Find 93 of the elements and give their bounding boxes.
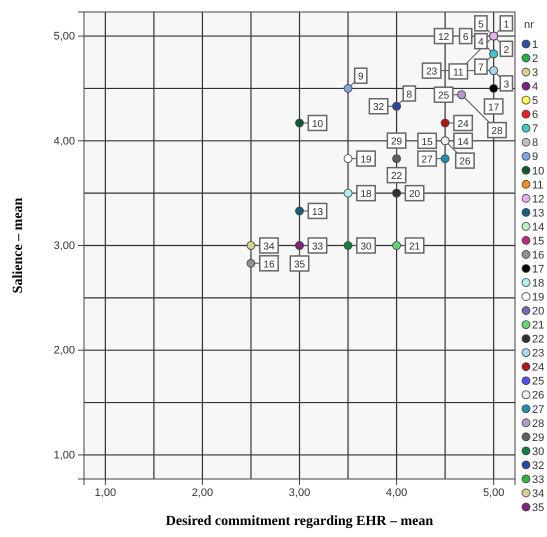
legend-label: 7 [532,123,538,136]
legend-label: 16 [532,249,544,262]
legend-label: 24 [532,362,544,374]
text: 5 [478,19,484,30]
point [392,154,401,163]
legend-label: 27 [532,404,544,416]
text: 8 [406,90,412,101]
legend-label: 5 [532,95,538,108]
x-tick-label: 5,00 [482,486,504,499]
text: 28 [491,126,503,138]
point [344,84,352,93]
x-tick-label: 3,00 [288,486,310,499]
y-tick-label: 4,00 [54,135,75,148]
legend-label: 17 [532,263,544,276]
point [344,154,352,163]
legend-label: 18 [532,278,544,290]
legend-label: 13 [532,207,544,220]
text: 9 [358,72,364,83]
text: 26 [459,156,470,168]
text: 20 [409,189,420,200]
x-tick-label: 2,00 [192,486,214,499]
text: 7 [478,62,484,74]
legend-label: 9 [532,151,538,164]
legend-label: 33 [532,474,544,486]
legend-label: 14 [532,221,544,234]
legend-label: 25 [532,376,544,388]
text: 11 [453,67,464,78]
text: 12 [438,32,450,44]
text: 17 [488,102,500,114]
y-tick-label: 3,00 [54,240,75,252]
y-tick-label: 5,00 [54,30,75,43]
point [344,188,352,198]
legend-label: 21 [532,320,544,332]
point [295,206,304,216]
point [295,118,304,128]
legend-label: 29 [532,432,544,444]
text: 24 [458,118,469,130]
text: 15 [422,136,433,148]
text: 12 [504,19,510,56]
text: 34 [263,242,275,252]
text: 21 [409,242,420,252]
text: 27 [422,154,433,166]
legend-label: 15 [532,235,544,248]
y-axis-title: Salience – mean [11,197,26,294]
legend-label: 30 [532,446,544,458]
legend-label: 23 [532,348,544,360]
text: 18 [360,189,372,200]
legend-label: 10 [532,165,544,178]
text: 22 [391,171,402,182]
text: 23 [426,66,438,78]
legend-label: 4 [532,81,538,94]
legend-label: 6 [532,109,538,122]
legend-label: 20 [532,306,544,318]
legend-title: nr [524,19,534,31]
text: 29 [391,136,402,148]
point [392,241,401,250]
text: 33 [312,242,324,252]
x-tick-label: 4,00 [386,486,408,499]
point [440,154,450,163]
text: 13 [312,206,324,218]
legend-label: 32 [532,460,544,472]
text: 32 [373,102,384,114]
text: 25 [438,90,450,102]
legend-label: 3 [532,67,538,80]
text: 6 [462,32,468,44]
y-tick-label: 2,00 [54,344,75,357]
legend-label: 11 [532,179,544,192]
text: 19 [360,154,372,166]
point [440,118,450,128]
x-tick-label: 1,00 [94,486,116,499]
point [246,241,256,250]
legend-label: 8 [532,137,538,150]
legend-label: 2 [532,53,538,66]
legend-label: 22 [532,334,544,346]
text: 4 [478,37,484,48]
legend-label: 26 [532,390,544,402]
point [489,84,498,93]
legend-label: 12 [532,193,544,206]
point [344,241,352,250]
text: 14 [458,136,469,148]
legend-label: 28 [532,418,544,430]
legend-label: 1 [532,39,538,51]
text: 35 [294,260,306,270]
text: 30 [360,242,372,252]
text: 3 [504,79,510,90]
y-tick-label: 1,00 [54,449,75,462]
legend-label: 35 [532,502,544,514]
text: 10 [312,118,324,130]
point [246,258,256,268]
legend-label: 34 [532,488,544,500]
legend-label: 19 [532,292,544,304]
text: 16 [263,259,275,270]
x-axis-title: Desired commitment regarding EHR – mean [166,514,434,529]
